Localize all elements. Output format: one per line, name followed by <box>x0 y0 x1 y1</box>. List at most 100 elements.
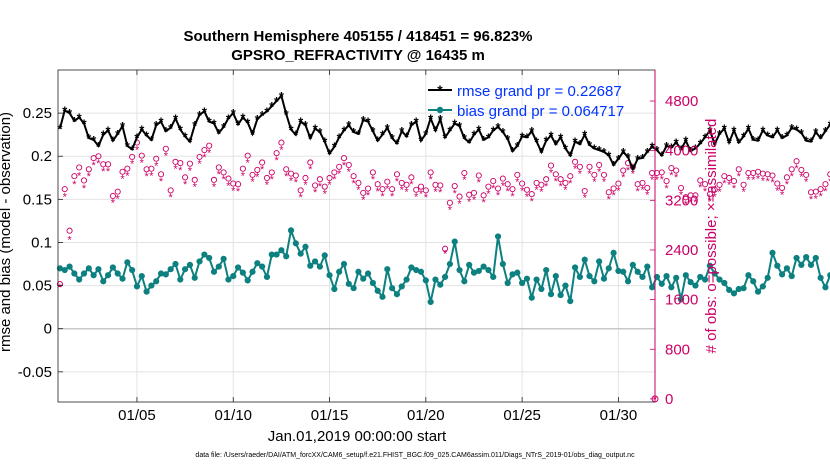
obs-possible-point <box>735 166 742 173</box>
y-axis-label: rmse and bias (model - observation) <box>0 112 14 352</box>
obs-assimilated-point: * <box>414 191 419 203</box>
bias-point <box>66 263 73 270</box>
obs-possible-point <box>417 183 425 190</box>
bias-point <box>480 263 487 270</box>
rmse-point: * <box>77 110 83 125</box>
bias-point <box>581 256 588 263</box>
obs-assimilated-point: * <box>91 160 96 172</box>
obs-possible-point <box>591 171 598 178</box>
rmse-point: * <box>245 116 251 131</box>
obs-possible-point <box>307 159 314 166</box>
obs-assimilated-point: * <box>669 170 674 182</box>
rmse-point: * <box>582 128 588 143</box>
bias-point <box>369 279 376 287</box>
rmse-point: * <box>130 142 136 157</box>
rmse-point: * <box>630 162 636 177</box>
bias-point <box>759 283 766 290</box>
obs-assimilated-point: * <box>380 191 385 203</box>
obs-possible-point <box>485 183 492 190</box>
obs-assimilated-point: * <box>515 177 520 189</box>
obs-possible-point <box>297 187 304 194</box>
y-tick-label: -0.05 <box>18 364 52 381</box>
bias-point <box>499 260 506 268</box>
obs-assimilated-point: * <box>87 171 92 183</box>
obs-possible-point <box>552 171 559 178</box>
bias-point <box>466 261 473 268</box>
x-tick-label: 01/10 <box>214 407 252 424</box>
obs-assimilated-point: * <box>636 186 641 198</box>
rmse-point: * <box>452 116 458 131</box>
obs-assimilated-point: * <box>361 195 366 207</box>
obs-possible-point <box>302 174 309 182</box>
obs-assimilated-point: * <box>751 175 756 187</box>
obs-possible-point <box>384 178 391 185</box>
bias-point <box>90 272 97 279</box>
bias-point <box>817 274 824 281</box>
obs-assimilated-point: * <box>621 172 626 184</box>
rmse-point: * <box>125 139 131 154</box>
rmse-point: * <box>703 130 709 145</box>
rmse-point: * <box>144 129 150 144</box>
obs-possible-point <box>817 186 824 193</box>
obs-possible-point <box>783 174 790 181</box>
bias-point <box>259 263 266 270</box>
bias-point <box>658 280 665 287</box>
rmse-point: * <box>236 117 242 132</box>
rmse-point: * <box>115 127 121 142</box>
obs-assimilated-point: * <box>164 151 169 163</box>
bias-point <box>292 240 299 247</box>
obs-assimilated-point: * <box>231 185 236 197</box>
obs-assimilated-point: * <box>457 198 462 210</box>
rmse-point: * <box>707 123 713 138</box>
obs-assimilated-point: * <box>650 175 655 187</box>
obs-possible-point <box>730 178 738 185</box>
obs-possible-point <box>340 155 348 162</box>
obs-assimilated-point: * <box>491 183 496 195</box>
bias-point <box>779 271 786 278</box>
y-tick-label: 0.05 <box>23 278 52 295</box>
obs-assimilated-point: * <box>828 176 830 188</box>
obs-possible-point <box>779 184 786 191</box>
bias-point <box>278 247 285 254</box>
obs-assimilated-point: * <box>611 190 616 202</box>
bias-point <box>682 272 689 279</box>
obs-assimilated-point: * <box>318 181 323 193</box>
obs-assimilated-point: * <box>260 164 265 176</box>
obs-assimilated-point: * <box>674 172 679 184</box>
bias-point <box>186 261 194 268</box>
obs-possible-point <box>206 142 213 149</box>
obs-possible-point <box>658 169 665 176</box>
obs-possible-point <box>109 192 116 200</box>
bias-point <box>432 276 439 283</box>
obs-assimilated-point: * <box>525 191 530 203</box>
obs-assimilated-point: * <box>790 171 795 183</box>
bias-point <box>519 279 526 287</box>
rmse-point: * <box>587 138 593 153</box>
obs-assimilated-point: * <box>664 183 669 195</box>
rmse-point: * <box>351 125 357 140</box>
rmse-point: * <box>178 123 184 138</box>
obs-assimilated-point: * <box>250 177 255 189</box>
y2-tick-label: 0 <box>665 391 673 408</box>
obs-assimilated-point: * <box>207 147 212 159</box>
obs-assimilated-point: * <box>732 183 737 195</box>
rmse-point: * <box>106 123 112 138</box>
obs-possible-point <box>663 178 670 185</box>
bias-point <box>311 258 319 265</box>
obs-possible-point <box>769 172 776 179</box>
rmse-point: * <box>467 135 473 150</box>
obs-assimilated-point: * <box>698 182 703 194</box>
obs-assimilated-point: * <box>501 180 506 192</box>
obs-assimilated-point: * <box>453 188 458 200</box>
bias-point <box>726 286 733 293</box>
bias-point <box>692 282 699 289</box>
obs-possible-point <box>446 199 453 206</box>
bias-point <box>244 277 251 284</box>
rmse-point: * <box>346 118 352 133</box>
bias-point <box>80 270 88 277</box>
bias-point <box>273 251 280 258</box>
rmse-point: * <box>775 123 781 138</box>
rmse-point: * <box>264 104 270 119</box>
obs-assimilated-point: * <box>284 171 289 183</box>
rmse-point: * <box>635 152 641 167</box>
